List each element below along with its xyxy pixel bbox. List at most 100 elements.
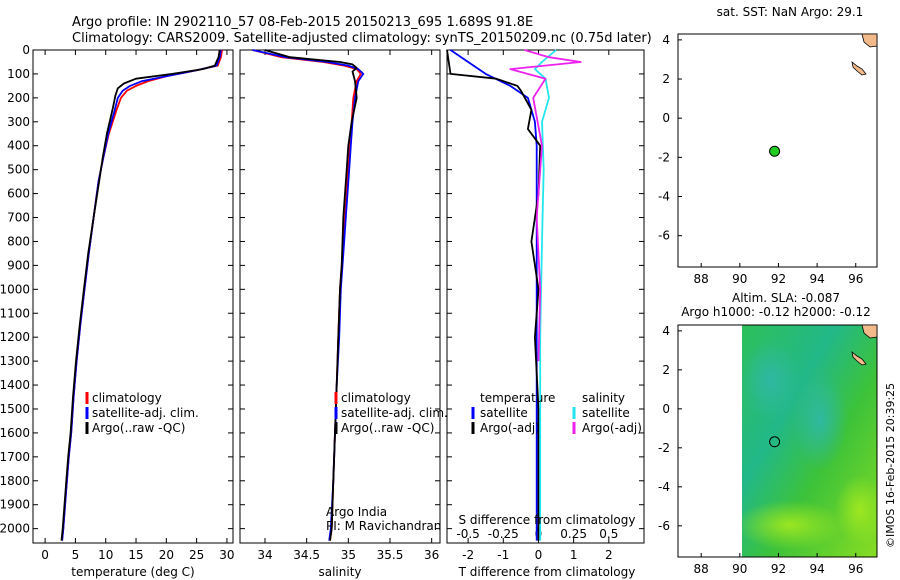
x-tick-label: 35.5: [377, 548, 404, 562]
legend-title-temperature: temperature: [480, 391, 555, 405]
difference-xlabel-top: S difference from climatology: [459, 513, 636, 527]
y-tick-label: 1600: [0, 426, 30, 440]
x-tick-label: 34.5: [293, 548, 320, 562]
y-tick-label: 400: [7, 139, 30, 153]
y-tick-label: 0: [662, 111, 670, 125]
y-tick-label: 300: [7, 115, 30, 129]
series-line-climatology: [61, 49, 223, 541]
series-line-argo-raw-qc-: [60, 49, 221, 541]
y-tick-label: 500: [7, 163, 30, 177]
series-line-temperature-argo-adj-: [446, 49, 542, 541]
y-tick-label: 1200: [0, 330, 30, 344]
y-tick-label: 1100: [0, 306, 30, 320]
x-tick-label: -2: [462, 548, 474, 562]
y-tick-label: -6: [658, 229, 670, 243]
x-tick-label: 90: [732, 272, 747, 286]
y-tick-label: 2: [662, 72, 670, 86]
series-line-climatology: [252, 49, 362, 541]
x-tick-label: 36: [424, 548, 439, 562]
x-tick-label: 25: [189, 548, 204, 562]
legend-title-salinity: salinity: [582, 391, 625, 405]
x-tick-label: 92: [771, 272, 786, 286]
x-tick-label: 20: [159, 548, 174, 562]
sla-map-title-line2: Argo h1000: -0.12 h2000: -0.12: [681, 305, 871, 319]
series-line-satellite-adj-clim-: [252, 49, 365, 541]
y-tick-label: 1700: [0, 450, 30, 464]
difference-legend-temperature: temperature satellite Argo(-adj): [471, 391, 555, 435]
x-tick-label: 10: [98, 548, 113, 562]
y-tick-label: -2: [658, 441, 670, 455]
land-patch: [861, 324, 878, 339]
x-tick-label: 30: [219, 548, 234, 562]
y-tick-label: 1400: [0, 378, 30, 392]
y-tick-label: 1000: [0, 282, 30, 296]
x-tick-label: 5: [72, 548, 80, 562]
x-tick-label: 0: [41, 548, 49, 562]
x-tick-label: 35: [341, 548, 356, 562]
figure-title-line2: Climatology: CARS2009. Satellite-adjuste…: [72, 31, 652, 46]
salinity-panel: 34 34.5 35 35.5 36: [240, 49, 440, 562]
legend-label-sal-argo: Argo(-adj): [582, 421, 642, 435]
legend-label-temp-argo: Argo(-adj): [480, 421, 540, 435]
land-patch: [851, 351, 867, 366]
temperature-panel: 0 5 10 15 20 25 300100200300400500600700800900…: [0, 43, 235, 562]
salinity-xlabel: salinity: [318, 565, 361, 579]
sla-heatmap-blob: [742, 340, 800, 420]
y-tick-label: 800: [7, 234, 30, 248]
sla-map-land: [851, 324, 878, 366]
x-tick-label-top: 0.5: [599, 527, 618, 541]
y-tick-label: 0: [662, 402, 670, 416]
sla-map-title-line1: Altim. SLA: -0.087: [732, 291, 840, 305]
y-tick-label: 100: [7, 67, 30, 81]
salinity-panel-frame: [239, 49, 441, 544]
y-tick-label: 900: [7, 258, 30, 272]
sla-map: 88 90 92 94 96 4 2 0 -2 -4 -6: [658, 324, 863, 576]
y-tick-label: 1900: [0, 498, 30, 512]
difference-legend-salinity: salinity satellite Argo(-adj): [572, 391, 642, 435]
x-tick-label: 94: [809, 272, 824, 286]
land-patch: [851, 61, 867, 76]
figure-title-line1: Argo profile: IN 2902110_57 08-Feb-2015 …: [72, 15, 533, 30]
y-tick-label: 1800: [0, 474, 30, 488]
legend-label-argo: Argo(..raw -QC): [341, 421, 434, 435]
salinity-legend: climatology satellite-adj. clim. Argo(..…: [334, 391, 448, 435]
x-tick-label: 94: [809, 562, 824, 576]
difference-panel: -2 -1 0 1 2-0.5 -0.25 0 0.25 0.5: [446, 49, 644, 562]
x-tick-label: 96: [848, 562, 863, 576]
y-tick-label: 1500: [0, 402, 30, 416]
argo-location-marker: [769, 436, 781, 448]
legend-label-climatology: climatology: [341, 391, 411, 405]
difference-panel-frame: [446, 49, 645, 544]
sla-heatmap: [742, 325, 877, 557]
x-tick-label: 88: [694, 562, 709, 576]
y-tick-label: 2000: [0, 522, 30, 536]
y-tick-label: 4: [662, 324, 670, 338]
y-tick-label: -6: [658, 519, 670, 533]
legend-label-temp-satellite: satellite: [480, 406, 528, 420]
series-line-temperature-satellite: [449, 49, 538, 541]
series-line-satellite-adj-clim-: [61, 49, 222, 541]
land-patch: [861, 33, 878, 48]
x-tick-label: 1: [570, 548, 578, 562]
x-tick-label: 34: [257, 548, 272, 562]
x-tick-label: -1: [497, 548, 509, 562]
temperature-xlabel: temperature (deg C): [71, 565, 194, 579]
x-tick-label: 2: [605, 548, 613, 562]
salinity-annotation-line2: PI: M Ravichandran: [326, 519, 441, 533]
y-tick-label: 4: [662, 33, 670, 47]
y-tick-label: -4: [658, 480, 670, 494]
timestamp-label: ©IMOS 16-Feb-2015 20:39:25: [884, 383, 897, 548]
sla-heatmap-blob: [835, 475, 877, 545]
legend-label-sal-satellite: satellite: [582, 406, 630, 420]
x-tick-label: 88: [694, 272, 709, 286]
x-tick-label: 0: [535, 548, 543, 562]
salinity-annotation-line1: Argo India: [326, 505, 387, 519]
series-line-salinity-argo-adj-: [509, 49, 582, 362]
temperature-legend: climatology satellite-adj. clim. Argo(..…: [85, 391, 199, 435]
x-tick-label: 90: [732, 562, 747, 576]
sla-heatmap-blob: [742, 500, 845, 550]
difference-xlabel: T difference from climatology: [458, 565, 636, 579]
x-tick-label: 96: [848, 272, 863, 286]
x-tick-label-top: -0.5: [456, 527, 479, 541]
